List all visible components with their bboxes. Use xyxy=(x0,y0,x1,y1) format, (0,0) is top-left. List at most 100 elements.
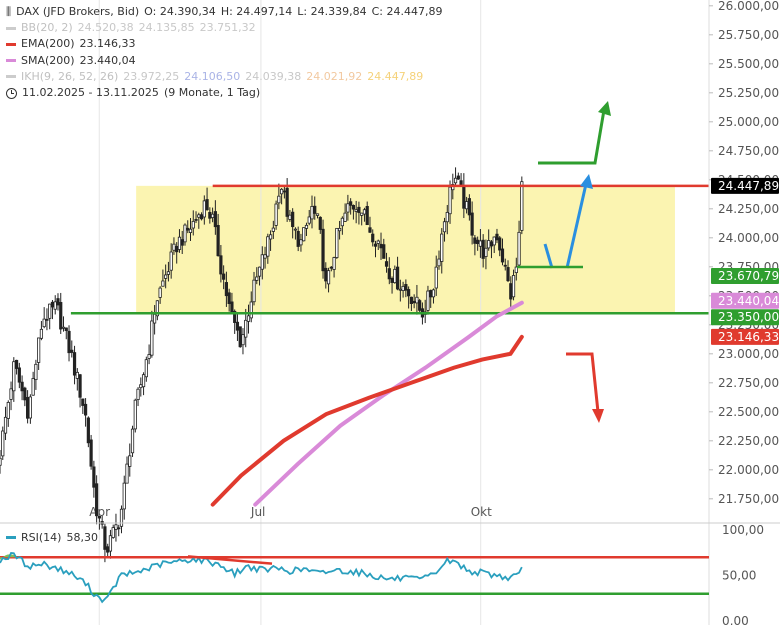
candle-body xyxy=(122,482,126,510)
candle-body xyxy=(462,185,466,209)
candle-body xyxy=(59,302,63,330)
legend-indicator-row[interactable]: IKH(9, 26, 52, 26) 23.972,25 24.106,50 24.0… xyxy=(6,69,442,85)
candle-body xyxy=(202,200,206,218)
candle-body xyxy=(89,439,93,467)
candle-body xyxy=(517,231,521,266)
candle-body xyxy=(415,296,419,304)
y-tick-label: 25.500,00 xyxy=(718,57,779,71)
chart-type-icon[interactable]: ⫼ xyxy=(6,5,11,18)
candle-body xyxy=(260,254,264,270)
candle-body xyxy=(277,195,281,204)
pullback-line xyxy=(543,243,554,269)
candle-body xyxy=(409,296,413,304)
y-tick-label: 21.750,00 xyxy=(718,492,779,506)
indicator-label: SMA(200) xyxy=(21,53,75,67)
candle-body xyxy=(520,181,524,231)
y-tick-label: 22.250,00 xyxy=(718,434,779,448)
breakout-arrow-line xyxy=(565,183,588,269)
price-tag-label: 23.350,00 xyxy=(718,310,779,324)
legend-indicator-row[interactable]: EMA(200) 23.146,33 xyxy=(6,36,442,52)
legend-indicator-row[interactable]: SMA(200) 23.440,04 xyxy=(6,53,442,69)
indicator-value: 24.447,89 xyxy=(367,69,424,83)
candle-body xyxy=(451,184,455,191)
candle-body xyxy=(506,267,510,282)
candle-body xyxy=(481,239,485,259)
target-down-line xyxy=(566,352,600,413)
candle-body xyxy=(56,298,60,306)
candle-body xyxy=(268,234,273,240)
indicator-label: IKH(9, 26, 52, 26) xyxy=(21,69,119,83)
candle-body xyxy=(321,228,325,272)
chart-legend: ⫼ DAX (JFD Brokers, Bid) O: 24.390,34 H:… xyxy=(6,4,442,101)
y-tick-label: 25.750,00 xyxy=(718,28,779,42)
candle-body xyxy=(34,363,38,381)
candle-body xyxy=(291,211,295,228)
indicator-value: 23.440,04 xyxy=(79,53,136,67)
candle-body xyxy=(263,254,267,259)
candle-body xyxy=(14,359,19,369)
candle-body xyxy=(467,198,471,216)
rsi-tick-label: 100,00 xyxy=(722,523,764,537)
candle-body xyxy=(362,209,367,215)
indicator-value: 24.021,92 xyxy=(306,69,363,83)
candle-body xyxy=(249,301,253,319)
legend-indicator-row[interactable]: BB(20, 2) 24.520,38 24.135,85 23.751,32 xyxy=(6,20,442,36)
candle-body xyxy=(3,416,8,434)
candle-body xyxy=(498,237,502,251)
y-tick-label: 25.000,00 xyxy=(718,115,779,129)
candle-body xyxy=(398,288,402,291)
y-tick-label: 23.000,00 xyxy=(718,347,779,361)
candle-body xyxy=(500,248,505,263)
candle-body xyxy=(489,241,494,247)
candle-body xyxy=(23,387,27,401)
candle-body xyxy=(42,318,46,328)
candle-body xyxy=(111,527,115,538)
candle-body xyxy=(210,213,215,218)
candle-body xyxy=(172,243,176,251)
candle-body xyxy=(53,301,57,310)
indicator-value: 24.039,38 xyxy=(245,69,302,83)
indicator-swatch xyxy=(6,26,16,30)
candle-body xyxy=(227,292,231,304)
candle-body xyxy=(97,515,101,519)
legend-range-row: 11.02.2025 - 13.11.2025 (9 Monate, 1 Tag… xyxy=(6,85,442,101)
indicator-value: 23.146,33 xyxy=(79,37,136,51)
candle-body xyxy=(387,268,391,280)
candle-body xyxy=(484,247,488,257)
candle-body xyxy=(199,214,204,220)
indicator-value: 24.106,50 xyxy=(184,69,241,83)
candle-body xyxy=(45,318,49,321)
candle-body xyxy=(255,276,259,281)
candle-body xyxy=(365,205,369,226)
candle-body xyxy=(213,211,217,228)
y-tick-label: 26.000,00 xyxy=(718,0,779,13)
candle-body xyxy=(191,220,195,229)
price-tag-label: 23.440,04 xyxy=(718,294,779,308)
clock-icon xyxy=(6,87,17,99)
price-tag xyxy=(711,177,779,194)
candle-body xyxy=(128,455,132,467)
candle-body xyxy=(351,204,356,210)
price-tag xyxy=(711,292,779,309)
candle-body xyxy=(72,352,77,376)
candle-body xyxy=(6,402,10,419)
target-down-arrowhead xyxy=(592,409,604,423)
y-tick-label: 22.000,00 xyxy=(718,463,779,477)
x-tick-label: Okt xyxy=(471,505,492,519)
candle-body xyxy=(401,285,405,291)
candle-body xyxy=(61,326,66,329)
candle-body xyxy=(164,274,168,279)
candle-body xyxy=(17,367,21,383)
candle-body xyxy=(434,266,438,289)
ohlc-high: H: 24.497,14 xyxy=(220,5,293,18)
candle-body xyxy=(67,330,71,354)
candle-body xyxy=(147,354,151,359)
candle-body xyxy=(161,280,165,287)
indicator-value: 24.135,85 xyxy=(138,21,195,35)
candle-body xyxy=(28,396,32,419)
indicator-swatch xyxy=(6,43,16,46)
candle-body xyxy=(0,457,2,466)
candle-body xyxy=(39,328,44,339)
candle-body xyxy=(495,233,499,241)
